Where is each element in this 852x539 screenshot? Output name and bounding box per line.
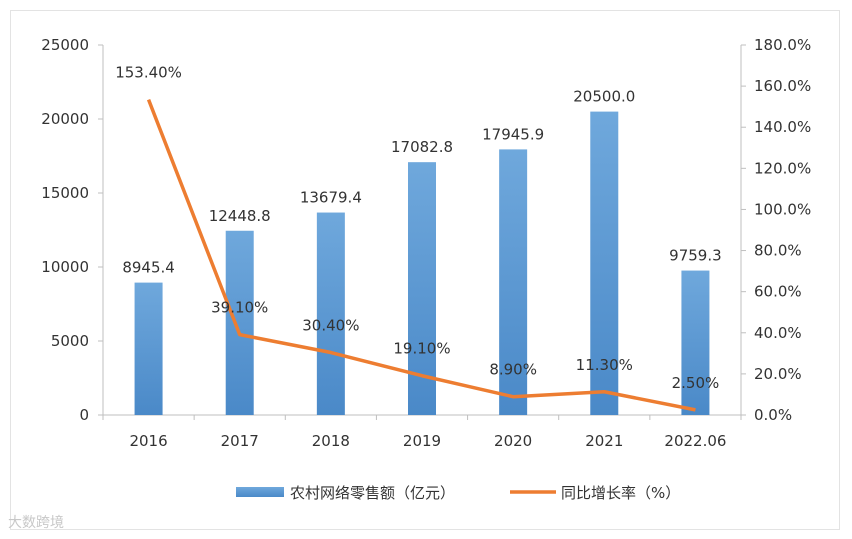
bar-value-label: 8945.4: [122, 259, 175, 277]
chart-frame: [10, 10, 840, 530]
right-axis-tick-label: 40.0%: [754, 324, 802, 342]
bar-value-label: 12448.8: [209, 207, 271, 225]
bar-value-label: 13679.4: [300, 189, 362, 207]
axes: 0 5000 10000 15000 20000 25000 0.0% 20.0% 40.0% 6…: [41, 36, 811, 450]
line-value-label: 30.40%: [302, 317, 359, 335]
right-axis-tick-label: 0.0%: [754, 406, 792, 424]
right-axis-tick-label: 180.0%: [754, 36, 811, 54]
legend: 农村网络零售额（亿元） 同比增长率（%）: [236, 484, 680, 502]
bar: [681, 270, 710, 415]
bar-value-label: 17945.9: [482, 125, 544, 143]
x-axis-tick-label: 2022.06: [664, 432, 726, 450]
legend-bar-swatch: [236, 487, 284, 497]
legend-bar-label: 农村网络零售额（亿元）: [290, 484, 455, 502]
left-axis-tick-label: 25000: [41, 36, 89, 54]
right-axis-tick-label: 140.0%: [754, 118, 811, 136]
bar: [225, 230, 254, 415]
watermark-text: 大数跨境: [8, 515, 64, 531]
x-axis-tick-label: 2019: [403, 432, 441, 450]
x-axis-tick-label: 2017: [221, 432, 259, 450]
bar-value-label: 9759.3: [669, 247, 722, 265]
bar-value-label: 20500.0: [573, 88, 635, 106]
line-value-label: 8.90%: [489, 361, 537, 379]
left-axis-tick-label: 20000: [41, 110, 89, 128]
line-series: [146, 99, 696, 412]
line-value-label: 19.10%: [393, 340, 450, 358]
left-axis-tick-label: 0: [79, 406, 89, 424]
left-axis-tick-label: 15000: [41, 184, 89, 202]
left-axis-tick-label: 10000: [41, 258, 89, 276]
legend-line-label: 同比增长率（%）: [561, 484, 680, 502]
x-axis-tick-label: 2021: [585, 432, 623, 450]
x-axis-tick-label: 2016: [129, 432, 167, 450]
bar-series: [134, 111, 710, 415]
right-axis-tick-label: 80.0%: [754, 242, 802, 260]
right-axis-tick-label: 100.0%: [754, 200, 811, 218]
bar: [316, 212, 345, 415]
x-axis-tick-label: 2020: [494, 432, 532, 450]
bar: [134, 282, 163, 415]
line-value-label: 153.40%: [115, 64, 182, 82]
data-labels: 8945.4 12448.8 13679.4 17082.8 17945.9 20500.…: [115, 64, 721, 392]
right-axis-tick-label: 60.0%: [754, 283, 802, 301]
bar-value-label: 17082.8: [391, 138, 453, 156]
line-value-label: 39.10%: [211, 299, 268, 317]
right-axis-tick-label: 160.0%: [754, 77, 811, 95]
right-axis-tick-label: 120.0%: [754, 159, 811, 177]
line-value-label: 2.50%: [672, 374, 720, 392]
x-axis-tick-label: 2018: [312, 432, 350, 450]
bar: [590, 111, 619, 415]
line-value-label: 11.30%: [576, 356, 633, 374]
left-axis-tick-label: 5000: [51, 332, 89, 350]
right-axis-tick-label: 20.0%: [754, 365, 802, 383]
bar: [499, 149, 528, 415]
